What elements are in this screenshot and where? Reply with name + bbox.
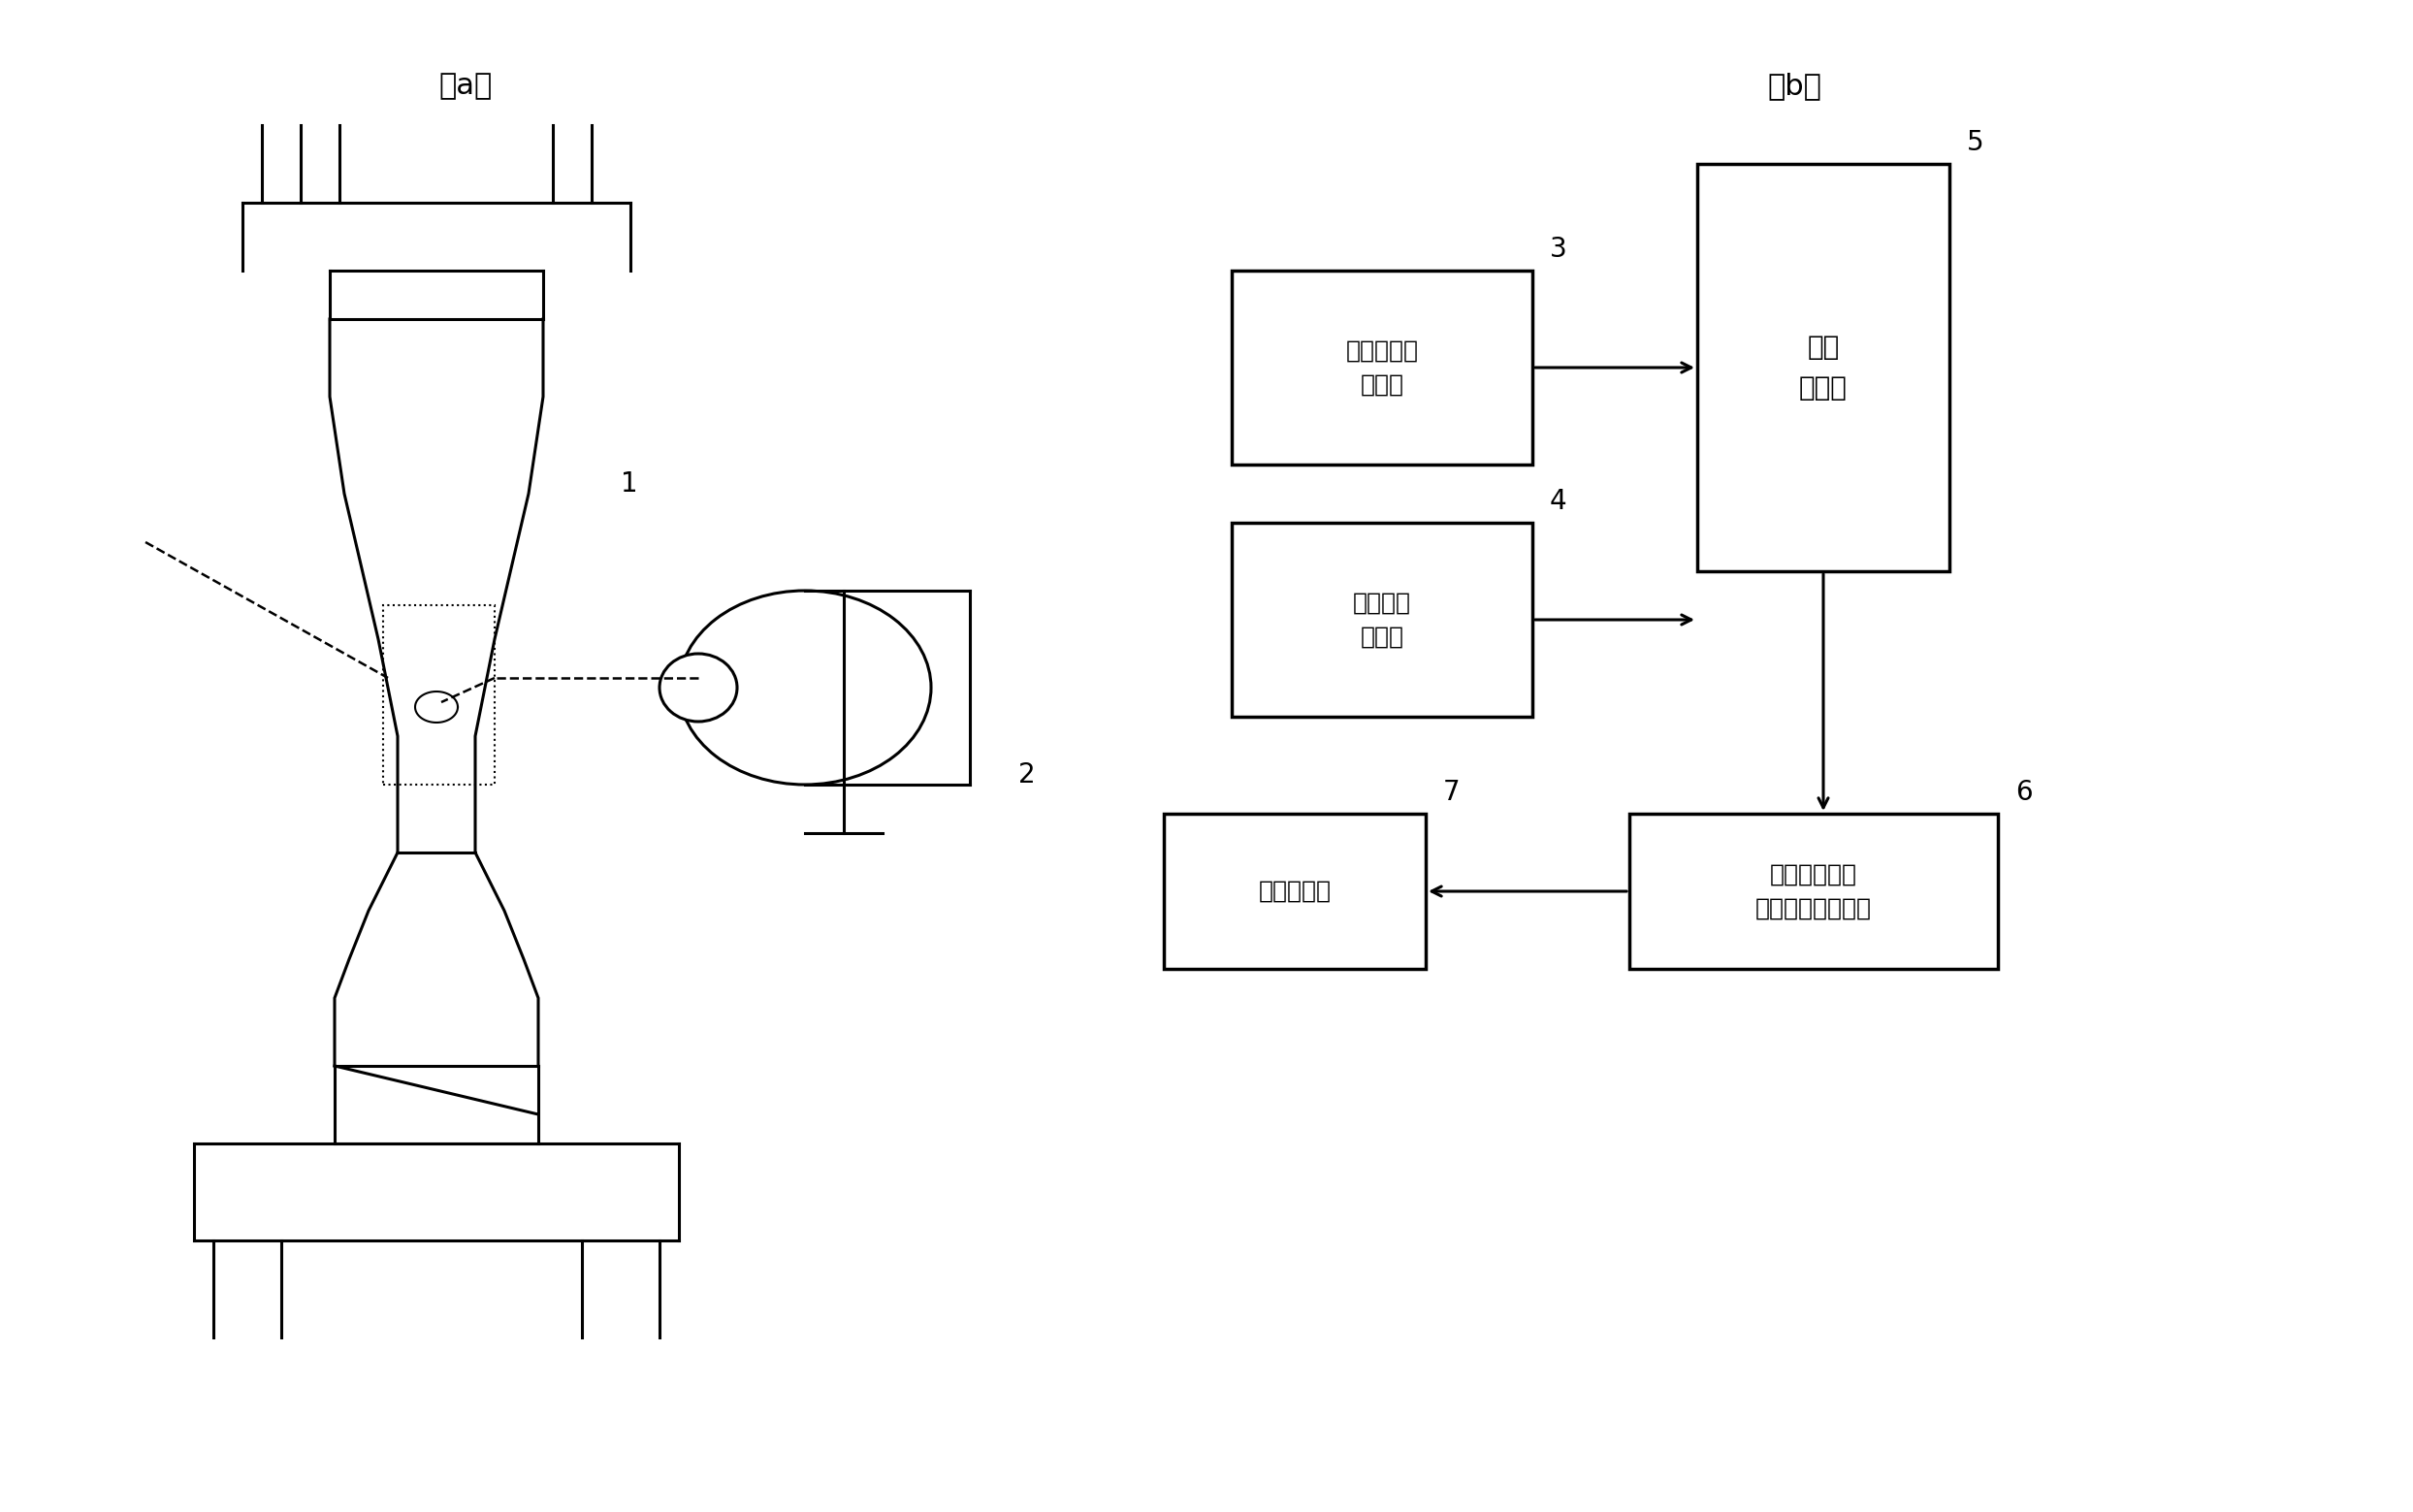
Bar	[1696, 163, 1950, 572]
Ellipse shape	[659, 653, 736, 721]
Text: 6: 6	[2015, 779, 2032, 806]
Text: 熱弾性応力
測定部: 熱弾性応力 測定部	[1346, 339, 1419, 396]
Bar	[1231, 523, 1532, 717]
Bar	[1163, 813, 1426, 969]
Bar	[1629, 813, 1998, 969]
Text: （b）: （b）	[1766, 73, 1822, 100]
Bar	[1231, 271, 1532, 464]
Text: データ出力部
（剪断応力分布）: データ出力部 （剪断応力分布）	[1754, 862, 1872, 921]
Text: 応力発光
測定部: 応力発光 測定部	[1354, 591, 1412, 649]
Text: 2: 2	[1018, 762, 1035, 788]
Text: 4: 4	[1549, 488, 1566, 516]
Bar	[384, 605, 495, 785]
Text: 画像出力部: 画像出力部	[1260, 880, 1332, 903]
Text: 7: 7	[1443, 779, 1460, 806]
Text: 1: 1	[620, 470, 637, 497]
Text: （a）: （a）	[439, 73, 492, 100]
Text: 5: 5	[1967, 129, 1983, 156]
Ellipse shape	[678, 591, 931, 785]
Text: 3: 3	[1549, 236, 1566, 263]
Text: 演算
処理部: 演算 処理部	[1800, 334, 1848, 401]
